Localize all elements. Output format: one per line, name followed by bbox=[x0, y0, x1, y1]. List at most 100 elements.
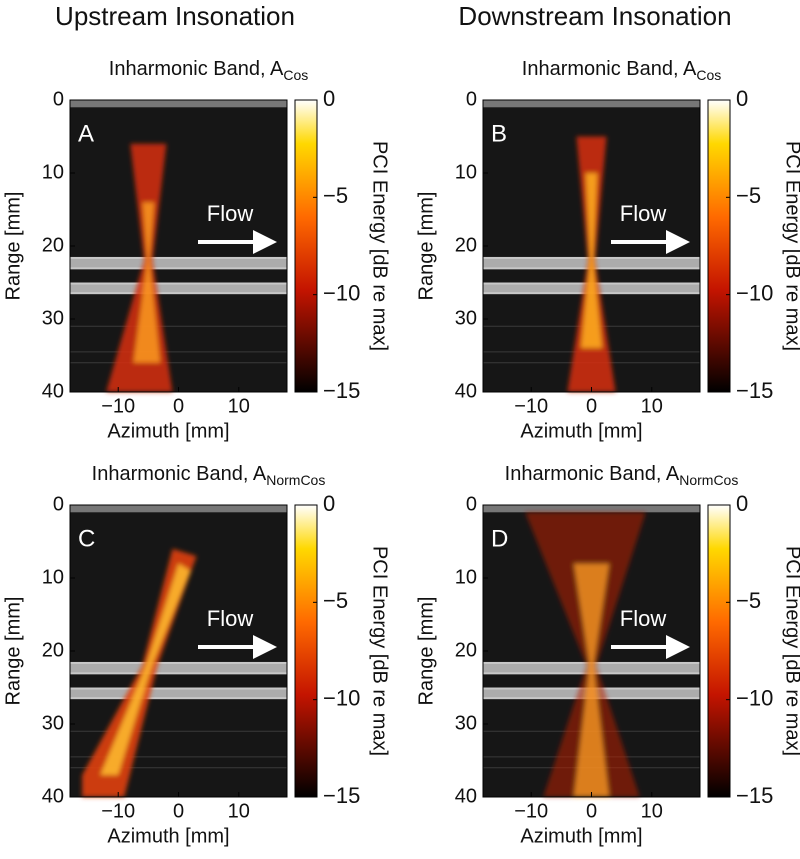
title-subscript: Cos bbox=[283, 67, 308, 83]
x-tick-label: 0 bbox=[586, 395, 597, 417]
y-tick-label: 10 bbox=[455, 566, 477, 588]
beam bbox=[82, 548, 197, 797]
panel-title: Inharmonic Band, ANormCos bbox=[505, 463, 739, 487]
vessel-wall-core bbox=[70, 689, 287, 698]
beam bbox=[525, 512, 646, 797]
y-tick-label: 30 bbox=[455, 307, 477, 329]
colorbar-tick-label: −10 bbox=[323, 280, 360, 305]
beam-shape bbox=[133, 202, 161, 363]
y-axis-label: Range [mm] bbox=[2, 597, 24, 706]
colorbar-tick-label: 0 bbox=[323, 491, 335, 516]
y-tick-label: 0 bbox=[53, 88, 64, 110]
colorbar-tick-label: 0 bbox=[323, 86, 335, 111]
colorbar-tick-label: 0 bbox=[736, 491, 748, 516]
colorbar-tick-label: −15 bbox=[323, 378, 360, 403]
x-tick-label: −10 bbox=[101, 395, 135, 417]
colorbar-label: PCI Energy [dB re max] bbox=[369, 546, 391, 756]
y-tick-label: 40 bbox=[455, 380, 477, 402]
annotation: Flow bbox=[207, 606, 254, 631]
colorbar bbox=[294, 99, 318, 393]
colorbar-tick-label: −10 bbox=[323, 685, 360, 710]
colorbar bbox=[294, 504, 318, 798]
y-tick-label: 40 bbox=[42, 380, 64, 402]
y-tick-label: 0 bbox=[53, 493, 64, 515]
x-axis-label: Azimuth [mm] bbox=[107, 825, 229, 847]
beam-shape bbox=[100, 563, 191, 776]
panel-title: Inharmonic Band, ACos bbox=[109, 58, 308, 82]
colorbar-label: PCI Energy [dB re max] bbox=[369, 141, 391, 351]
colorbar-tick-label: −5 bbox=[323, 183, 348, 208]
tissue-band bbox=[70, 100, 287, 108]
panel-label: D bbox=[491, 525, 508, 552]
y-tick-label: 40 bbox=[455, 785, 477, 807]
title-text: Inharmonic Band, A bbox=[92, 463, 267, 485]
colorbar-label: PCI Energy [dB re max] bbox=[782, 546, 800, 756]
y-axis-label: Range [mm] bbox=[415, 597, 437, 706]
colorbar bbox=[707, 99, 731, 393]
y-tick-label: 10 bbox=[42, 566, 64, 588]
title-text: Inharmonic Band, A bbox=[109, 58, 284, 80]
x-axis-label: Azimuth [mm] bbox=[107, 420, 229, 442]
colorbar-tick-label: −10 bbox=[736, 280, 773, 305]
y-tick-label: 10 bbox=[455, 161, 477, 183]
y-tick-label: 20 bbox=[42, 234, 64, 256]
x-tick-label: 10 bbox=[641, 395, 663, 417]
y-axis-label: Range [mm] bbox=[2, 192, 24, 301]
colorbar-tick-label: −10 bbox=[736, 685, 773, 710]
x-tick-label: −10 bbox=[514, 395, 548, 417]
colorbar-tick-label: −15 bbox=[736, 378, 773, 403]
beam bbox=[567, 136, 616, 392]
beam-shape bbox=[580, 173, 603, 349]
x-tick-label: 0 bbox=[586, 800, 597, 822]
title-subscript: Cos bbox=[696, 67, 721, 83]
tissue-band bbox=[483, 100, 700, 108]
column-title: Upstream Insonation bbox=[55, 1, 295, 31]
tissue-band bbox=[70, 505, 287, 513]
y-tick-label: 0 bbox=[466, 493, 477, 515]
panel-title: Inharmonic Band, ACos bbox=[522, 58, 721, 82]
x-tick-label: 10 bbox=[228, 800, 250, 822]
panel: D Flow Inharmonic Band, ANormCos −10 0 10 0 10 2… bbox=[415, 463, 800, 847]
x-axis-label: Azimuth [mm] bbox=[520, 825, 642, 847]
colorbar-tick-label: −15 bbox=[736, 783, 773, 808]
y-tick-label: 20 bbox=[42, 639, 64, 661]
beam-shape bbox=[573, 563, 610, 797]
panel-label: A bbox=[78, 120, 94, 147]
panel-label: B bbox=[491, 120, 507, 147]
x-tick-label: 10 bbox=[641, 800, 663, 822]
vessel-wall-core bbox=[70, 258, 287, 268]
panel: B Flow Inharmonic Band, ACos −10 0 10 0 10 20 30 4… bbox=[415, 58, 800, 442]
annotation: Flow bbox=[620, 201, 667, 226]
colorbar-tick-label: 0 bbox=[736, 86, 748, 111]
vessel-wall-core bbox=[70, 284, 287, 293]
colorbar-tick-label: −5 bbox=[736, 588, 761, 613]
x-tick-label: 0 bbox=[173, 800, 184, 822]
y-axis-label: Range [mm] bbox=[415, 192, 437, 301]
x-tick-label: 10 bbox=[228, 395, 250, 417]
x-axis-label: Azimuth [mm] bbox=[520, 420, 642, 442]
tissue-band bbox=[483, 505, 700, 513]
colorbar-tick-label: −5 bbox=[736, 183, 761, 208]
title-subscript: NormCos bbox=[679, 472, 738, 488]
y-tick-label: 30 bbox=[42, 307, 64, 329]
x-tick-label: −10 bbox=[101, 800, 135, 822]
colorbar-tick-label: −15 bbox=[323, 783, 360, 808]
x-tick-label: 0 bbox=[173, 395, 184, 417]
annotation: Flow bbox=[207, 201, 254, 226]
y-tick-label: 40 bbox=[42, 785, 64, 807]
image-background bbox=[70, 100, 287, 392]
colorbar-label: PCI Energy [dB re max] bbox=[782, 141, 800, 351]
y-tick-label: 30 bbox=[42, 712, 64, 734]
annotation: Flow bbox=[620, 606, 667, 631]
title-text: Inharmonic Band, A bbox=[522, 58, 697, 80]
y-tick-label: 20 bbox=[455, 234, 477, 256]
y-tick-label: 10 bbox=[42, 161, 64, 183]
panel-title: Inharmonic Band, ANormCos bbox=[92, 463, 326, 487]
column-title: Downstream Insonation bbox=[458, 1, 731, 31]
colorbar-tick-label: −5 bbox=[323, 588, 348, 613]
vessel-wall-core bbox=[70, 663, 287, 673]
y-tick-label: 30 bbox=[455, 712, 477, 734]
title-text: Inharmonic Band, A bbox=[505, 463, 680, 485]
panel: C Flow Inharmonic Band, ANormCos −10 0 10 0 10 2… bbox=[2, 463, 390, 847]
